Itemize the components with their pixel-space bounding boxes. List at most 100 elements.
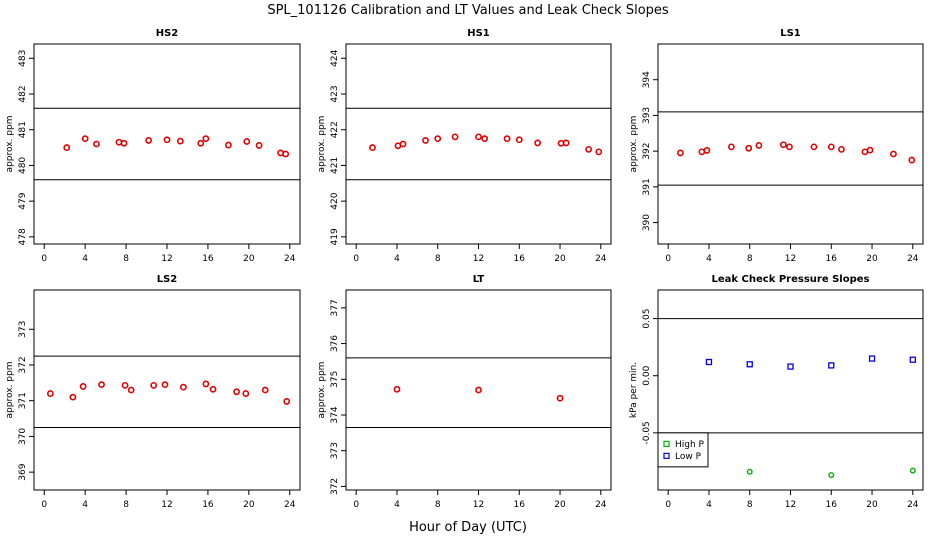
y-tick-label: 0.05 bbox=[642, 309, 652, 329]
y-tick-label: 421 bbox=[330, 157, 340, 174]
plot-frame bbox=[345, 289, 612, 491]
data-point-ls1 bbox=[908, 156, 916, 164]
data-point-ls2 bbox=[233, 388, 240, 396]
x-tick-label: 0 bbox=[41, 500, 47, 510]
x-tick-label: 0 bbox=[353, 254, 359, 264]
chart-panel-hs1: HS1 0 4 8 12 16 20 24 419 420 421 422 423 424 approx. … bbox=[317, 28, 612, 264]
x-tick-label: 24 bbox=[907, 500, 919, 510]
x-tick-label: 16 bbox=[202, 254, 214, 264]
panel-title: LS1 bbox=[780, 28, 801, 39]
data-point-hs1 bbox=[369, 144, 376, 151]
x-tick-label: 12 bbox=[161, 254, 172, 264]
plot-frame bbox=[33, 289, 301, 491]
data-point-hs2 bbox=[255, 142, 263, 149]
data-point-ls1 bbox=[827, 143, 835, 151]
figure-title: SPL_101126 Calibration and LT Values and… bbox=[267, 3, 669, 18]
data-point-low-p bbox=[705, 358, 713, 366]
data-point-ls2 bbox=[209, 385, 217, 393]
data-point-ls2 bbox=[161, 381, 169, 389]
x-tick-label: 20 bbox=[554, 500, 566, 510]
y-tick-label: 373 bbox=[330, 442, 340, 459]
data-point-ls2 bbox=[179, 383, 187, 391]
data-point-lt bbox=[475, 386, 482, 394]
x-tick-label: 8 bbox=[747, 254, 753, 264]
y-tick-label: 373 bbox=[18, 321, 28, 338]
panel-title: HS1 bbox=[467, 28, 490, 39]
data-point-ls1 bbox=[838, 145, 845, 153]
y-tick-label: 392 bbox=[642, 143, 652, 160]
y-tick-label: 375 bbox=[330, 371, 340, 388]
x-tick-label: 16 bbox=[202, 500, 214, 510]
data-point-ls1 bbox=[866, 146, 874, 154]
y-tick-label: 420 bbox=[330, 192, 340, 209]
legend-label: High P bbox=[675, 440, 705, 450]
data-point-hs1 bbox=[481, 135, 489, 143]
x-tick-label: 0 bbox=[665, 254, 671, 264]
data-point-hs1 bbox=[434, 135, 442, 143]
data-point-ls1 bbox=[786, 143, 793, 151]
data-point-hs1 bbox=[534, 139, 542, 147]
data-point-ls1 bbox=[779, 141, 787, 149]
x-tick-label: 16 bbox=[514, 254, 526, 264]
data-point-high-p bbox=[746, 468, 753, 475]
data-point-hs1 bbox=[399, 140, 407, 148]
data-point-ls2 bbox=[127, 386, 135, 394]
x-tick-label: 16 bbox=[826, 254, 838, 264]
y-tick-label: 393 bbox=[642, 107, 652, 124]
y-tick-label: 481 bbox=[18, 121, 28, 138]
x-tick-label: 12 bbox=[473, 500, 484, 510]
chart-panel-ls1: LS1 0 4 8 12 16 20 24 390 391 392 393 394 approx. ppm bbox=[629, 28, 924, 264]
data-point-hs2 bbox=[176, 137, 184, 145]
data-point-hs2 bbox=[163, 136, 171, 144]
data-point-ls2 bbox=[242, 390, 250, 397]
x-tick-label: 4 bbox=[706, 500, 712, 510]
data-point-hs1 bbox=[595, 148, 603, 156]
data-point-hs2 bbox=[224, 141, 232, 149]
data-point-hs2 bbox=[63, 144, 71, 151]
y-tick-label: 0.00 bbox=[642, 365, 652, 385]
x-tick-label: 4 bbox=[82, 500, 88, 510]
x-tick-label: 0 bbox=[41, 254, 47, 264]
data-point-hs1 bbox=[585, 145, 592, 153]
data-point-ls2 bbox=[79, 383, 87, 390]
data-point-hs2 bbox=[282, 150, 290, 158]
data-point-low-p bbox=[787, 363, 794, 370]
y-tick-label: 394 bbox=[642, 71, 652, 88]
plot-frame bbox=[33, 43, 301, 245]
data-point-hs2 bbox=[120, 139, 128, 147]
y-axis-label: kPa per min. bbox=[629, 362, 639, 418]
x-tick-label: 8 bbox=[747, 500, 753, 510]
y-axis-label: approx. ppm bbox=[317, 362, 327, 419]
chart-panel-leak-check-pressure-slopes: Leak Check Pressure Slopes 0 4 8 12 16 20 24 -0.… bbox=[629, 274, 924, 510]
y-tick-label: 390 bbox=[642, 214, 652, 231]
y-tick-label: 480 bbox=[18, 157, 28, 174]
data-point-hs2 bbox=[197, 139, 205, 147]
x-tick-label: 0 bbox=[665, 500, 671, 510]
legend-box bbox=[657, 432, 709, 468]
data-point-hs1 bbox=[451, 133, 459, 141]
x-tick-label: 16 bbox=[514, 500, 526, 510]
x-tick-label: 12 bbox=[785, 254, 796, 264]
data-point-ls2 bbox=[69, 393, 77, 401]
data-point-lt bbox=[393, 385, 401, 393]
chart-panel-lt: LT 0 4 8 12 16 20 24 372 373 374 375 376 377 approx. p… bbox=[317, 274, 612, 510]
y-tick-label: 376 bbox=[330, 335, 340, 352]
x-tick-label: 4 bbox=[706, 254, 712, 264]
data-point-ls1 bbox=[677, 149, 684, 157]
x-tick-label: 4 bbox=[394, 254, 400, 264]
y-tick-label: 419 bbox=[330, 228, 340, 245]
x-tick-label: 8 bbox=[123, 254, 129, 264]
panel-title: HS2 bbox=[156, 28, 179, 39]
y-tick-label: 374 bbox=[330, 406, 340, 423]
data-point-hs1 bbox=[515, 136, 523, 144]
data-point-high-p bbox=[909, 467, 916, 474]
panel-title: LS2 bbox=[157, 274, 178, 285]
data-point-ls2 bbox=[98, 381, 105, 389]
x-tick-label: 20 bbox=[243, 500, 255, 510]
data-point-ls1 bbox=[810, 143, 818, 151]
data-point-ls2 bbox=[46, 390, 54, 397]
x-tick-label: 0 bbox=[353, 500, 359, 510]
x-tick-label: 4 bbox=[394, 500, 400, 510]
data-point-hs1 bbox=[422, 137, 429, 144]
